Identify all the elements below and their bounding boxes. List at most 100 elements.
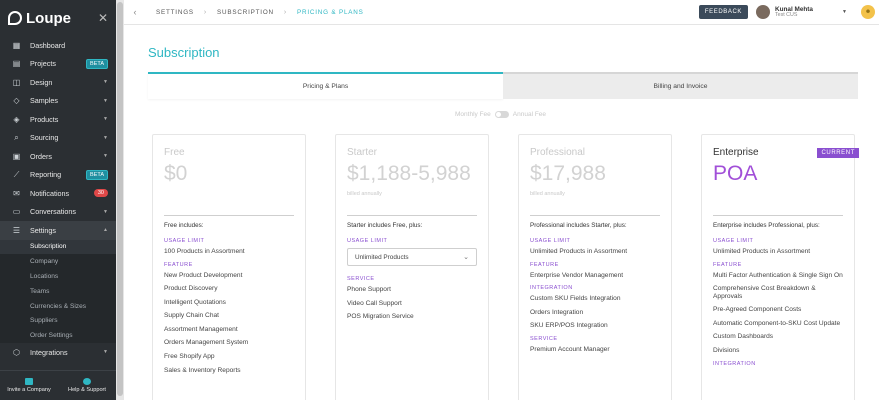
section-usage-limit: USAGE LIMIT <box>347 238 388 244</box>
feature-item: Assortment Management <box>164 325 238 333</box>
close-sidebar-icon[interactable]: ✕ <box>97 11 108 25</box>
sidebar-item-products[interactable]: ◈ Products ▼ <box>0 110 116 129</box>
sidebar-item-sourcing[interactable]: ⌕ Sourcing ▼ <box>0 129 116 148</box>
sidebar-item-label: Settings <box>30 225 56 235</box>
feature-item: Orders Management System <box>164 339 249 347</box>
scroll-thumb[interactable] <box>117 2 123 396</box>
sidebar-item-orders[interactable]: ▣ Orders ▼ <box>0 147 116 166</box>
subnav-item-currencies-sizes[interactable]: Currencies & Sizes <box>30 302 87 310</box>
feedback-button[interactable]: FEEDBACK <box>698 5 748 19</box>
divider <box>347 215 477 216</box>
sourcing-icon: ⌕ <box>14 132 19 142</box>
feature-item: Divisions <box>713 347 740 355</box>
breadcrumb-subscription[interactable]: SUBSCRIPTION <box>217 8 274 16</box>
feature-item: New Product Development <box>164 271 243 279</box>
tab-pricing-plans[interactable]: Pricing & Plans <box>148 72 503 99</box>
subnav-item-teams[interactable]: Teams <box>30 287 50 295</box>
divider <box>713 215 843 216</box>
invite-company-button[interactable]: Invite a Company <box>0 371 58 400</box>
annual-fee-label: Annual Fee <box>512 111 547 118</box>
plan-card-starter: Starter $1,188-5,988 billed annually Sta… <box>335 134 489 400</box>
feature-item: 100 Products in Assortment <box>164 248 245 255</box>
fee-toggle[interactable] <box>494 111 509 118</box>
plan-name: Free <box>164 147 185 158</box>
sidebar-item-label: Projects <box>30 59 56 69</box>
monthly-fee-label: Monthly Fee <box>455 111 491 118</box>
sidebar-item-projects[interactable]: ▤ Projects BETA <box>0 55 116 74</box>
breadcrumb-pricing-plans: PRICING & PLANS <box>297 8 364 16</box>
samples-icon: ◇ <box>13 96 20 106</box>
subnav-item-suppliers[interactable]: Suppliers <box>30 317 58 325</box>
beta-badge: BETA <box>86 58 108 69</box>
subnav-item-subscription[interactable]: Subscription <box>0 239 116 255</box>
sidebar-item-label: Integrations <box>30 347 68 357</box>
section-usage-limit: USAGE LIMIT <box>713 238 754 244</box>
user-name: Kunal Mehta <box>775 5 813 13</box>
sidebar-item-label: Sourcing <box>30 133 59 143</box>
feature-item: Phone Support <box>347 286 391 293</box>
section-feature: FEATURE <box>164 261 193 268</box>
billed-note: billed annually <box>347 191 382 197</box>
sidebar-item-label: Samples <box>30 96 58 106</box>
back-chevron-icon[interactable]: ‹ <box>133 7 137 17</box>
dashboard-icon: ▦ <box>12 40 21 50</box>
sidebar-bottom: Invite a Company Help & Support <box>0 370 116 400</box>
breadcrumb-settings[interactable]: SETTINGS <box>156 8 194 16</box>
sidebar-item-samples[interactable]: ◇ Samples ▼ <box>0 92 116 111</box>
orders-icon: ▣ <box>12 151 21 161</box>
feature-item: Custom Dashboards <box>713 333 774 341</box>
sidebar-item-integrations[interactable]: ⬡ Integrations ▼ <box>0 343 116 362</box>
sidebar-item-label: Orders <box>30 151 52 161</box>
billed-note <box>713 191 843 201</box>
notification-count-badge: 30 <box>93 189 108 198</box>
sidebar-item-design[interactable]: ◫ Design ▼ <box>0 73 116 92</box>
feature-item: Premium Account Manager <box>530 345 610 353</box>
chevron-down-icon: ⌄ <box>463 254 469 261</box>
help-support-button[interactable]: Help & Support <box>58 371 116 400</box>
user-company: Test CUS <box>775 11 798 18</box>
section-integration: INTEGRATION <box>713 360 756 367</box>
plan-price: $17,988 <box>530 162 606 185</box>
settings-sliders-icon: ☰ <box>12 225 21 235</box>
usage-limit-select[interactable]: Unlimited Products ⌄ <box>347 248 477 266</box>
feature-item: Video Call Support <box>347 299 402 307</box>
beta-badge: BETA <box>86 169 108 180</box>
plan-card-enterprise: CURRENT Enterprise POA Enterprise includ… <box>701 134 859 400</box>
plan-name: Professional <box>530 147 586 158</box>
subnav-item-company[interactable]: Company <box>30 258 59 266</box>
sidebar-item-label: Design <box>30 77 53 87</box>
feature-item: Supply Chain Chat <box>164 312 219 320</box>
user-menu[interactable]: Kunal Mehta Test CUS ▼ <box>756 5 861 19</box>
toggle-knob <box>495 112 501 117</box>
logo-row: Loupe ✕ <box>0 0 116 36</box>
billed-note <box>164 191 294 201</box>
sidebar-item-settings[interactable]: ☰ Settings ▲ <box>0 221 116 240</box>
topbar: ‹ SETTINGS › SUBSCRIPTION › PRICING & PL… <box>124 0 879 25</box>
breadcrumb: SETTINGS › SUBSCRIPTION › PRICING & PLAN… <box>156 9 699 16</box>
tab-billing-invoice[interactable]: Billing and Invoice <box>503 72 858 99</box>
plan-card-professional: Professional $17,988 billed annually Pro… <box>518 134 672 400</box>
sidebar-scrollbar[interactable] <box>116 0 124 400</box>
section-feature: FEATURE <box>530 261 559 268</box>
sidebar-item-dashboard[interactable]: ▦ Dashboard <box>0 36 116 55</box>
plan-price: POA <box>713 162 758 185</box>
sidebar-item-notifications[interactable]: ✉ Notifications 30 <box>0 184 116 203</box>
sidebar-item-reporting[interactable]: ⟋ Reporting BETA <box>0 166 116 185</box>
subnav-item-locations[interactable]: Locations <box>30 272 59 280</box>
integrations-icon: ⬡ <box>13 347 20 357</box>
chevron-down-icon: ▼ <box>103 97 108 104</box>
notification-bell-icon[interactable]: ☻ <box>861 5 875 19</box>
plan-card-free: Free $0 Free includes: USAGE LIMIT 100 P… <box>152 134 306 400</box>
subnav-item-order-settings[interactable]: Order Settings <box>30 332 73 340</box>
feature-item: Sales & Inventory Reports <box>164 366 241 374</box>
help-icon <box>83 377 91 385</box>
plan-includes: Professional includes Starter, plus: <box>530 222 627 229</box>
sidebar-item-conversations[interactable]: ▭ Conversations ▼ <box>0 203 116 222</box>
brand-name: Loupe <box>26 9 71 27</box>
current-plan-badge: CURRENT <box>817 148 859 158</box>
projects-icon: ▤ <box>12 59 21 69</box>
section-usage-limit: USAGE LIMIT <box>530 238 571 244</box>
chevron-down-icon: ▼ <box>103 208 108 215</box>
page-title: Subscription <box>148 45 220 60</box>
feature-item: Automatic Component-to-SKU Cost Update <box>713 319 841 327</box>
